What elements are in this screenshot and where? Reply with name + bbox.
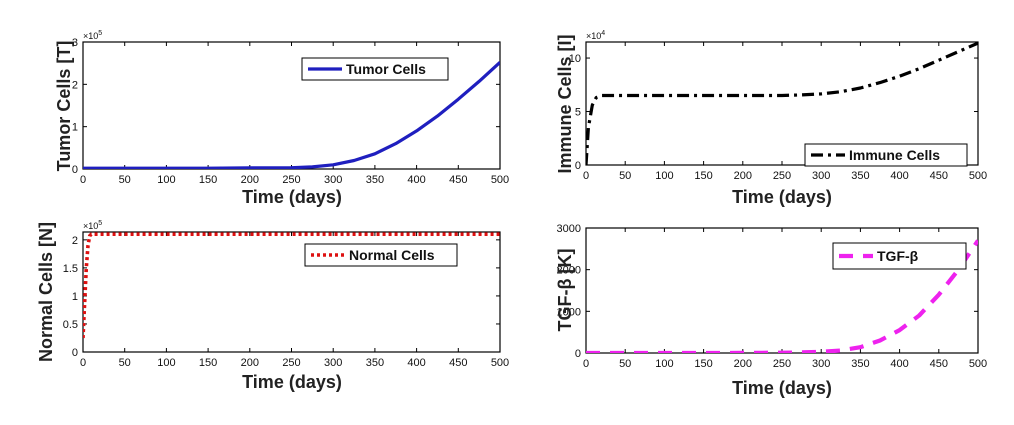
tgf-x-tick-label: 350 bbox=[851, 358, 869, 370]
immune-x-axis-label: Time (days) bbox=[732, 187, 832, 207]
panel-tumor: 0 50 100 150 200 250 300 350 400 450 500 0 1 2 3 ×105 Ti… bbox=[54, 30, 509, 207]
normal-x-tick-label: 500 bbox=[491, 357, 509, 369]
immune-series-line bbox=[586, 42, 978, 165]
normal-x-axis-label: Time (days) bbox=[242, 372, 342, 392]
immune-y-axis-label: Immune Cells [I] bbox=[555, 34, 575, 173]
immune-y-tick-label: 5 bbox=[575, 107, 581, 119]
tumor-x-tick-label: 50 bbox=[119, 174, 131, 186]
normal-series-line bbox=[83, 232, 500, 339]
immune-x-tick-label: 450 bbox=[930, 170, 948, 182]
immune-exponent-base: ×10 bbox=[586, 31, 601, 41]
tumor-exponent-label: ×105 bbox=[83, 30, 102, 41]
tumor-exponent-base: ×10 bbox=[83, 31, 98, 41]
immune-x-tick-label: 100 bbox=[655, 170, 673, 182]
normal-x-tick-label: 400 bbox=[407, 357, 425, 369]
immune-exponent-power: 4 bbox=[601, 30, 605, 37]
normal-x-tick-label: 250 bbox=[282, 357, 300, 369]
tgf-x-tick-label: 50 bbox=[619, 358, 631, 370]
panel-normal: 0 50 100 150 200 250 300 350 400 450 500 0 0.5 1 1.5 2 ×… bbox=[36, 220, 509, 392]
normal-x-tick-label: 200 bbox=[241, 357, 259, 369]
tgf-x-tick-label: 150 bbox=[694, 358, 712, 370]
normal-y-tick-label: 0 bbox=[72, 347, 78, 359]
immune-x-tick-label: 500 bbox=[969, 170, 987, 182]
tgf-y-tick-label: 0 bbox=[575, 348, 581, 360]
immune-legend: Immune Cells bbox=[804, 143, 968, 167]
normal-legend: Normal Cells bbox=[304, 243, 458, 267]
immune-y-tick-label: 0 bbox=[575, 160, 581, 172]
normal-x-tick-label: 50 bbox=[119, 357, 131, 369]
tumor-x-tick-label: 300 bbox=[324, 174, 342, 186]
tgf-legend: TGF-β bbox=[832, 242, 967, 270]
normal-x-tick-label: 450 bbox=[449, 357, 467, 369]
immune-x-tick-label: 50 bbox=[619, 170, 631, 182]
normal-x-tick-label: 350 bbox=[366, 357, 384, 369]
tgf-x-tick-label: 100 bbox=[655, 358, 673, 370]
tumor-y-tick-label: 0 bbox=[72, 164, 78, 176]
normal-x-tick-label: 0 bbox=[80, 357, 86, 369]
tumor-legend: Tumor Cells bbox=[301, 57, 449, 81]
tumor-exponent-power: 5 bbox=[98, 30, 102, 37]
tgf-legend-box bbox=[832, 242, 967, 270]
tgf-x-tick-label: 200 bbox=[734, 358, 752, 370]
immune-legend-box bbox=[804, 143, 968, 167]
immune-exponent-label: ×104 bbox=[586, 30, 605, 41]
tgf-x-tick-label: 250 bbox=[773, 358, 791, 370]
tumor-legend-box bbox=[301, 57, 449, 81]
tumor-x-tick-label: 100 bbox=[157, 174, 175, 186]
normal-legend-label: Normal Cells bbox=[349, 247, 435, 263]
tgf-y-tick-label: 3000 bbox=[557, 223, 581, 235]
tumor-legend-label: Tumor Cells bbox=[346, 61, 426, 77]
tumor-x-tick-label: 150 bbox=[199, 174, 217, 186]
tgf-y-axis-label: TGF-β [K] bbox=[555, 249, 575, 332]
tgf-y-tick-label: 1000 bbox=[557, 306, 581, 318]
normal-y-tick-label: 0.5 bbox=[63, 319, 78, 331]
tgf-x-tick-label: 300 bbox=[812, 358, 830, 370]
normal-x-tick-label: 150 bbox=[199, 357, 217, 369]
tumor-x-tick-label: 250 bbox=[282, 174, 300, 186]
tumor-x-tick-label: 500 bbox=[491, 174, 509, 186]
immune-x-tick-label: 300 bbox=[812, 170, 830, 182]
normal-x-tick-label: 300 bbox=[324, 357, 342, 369]
tumor-y-tick-label: 1 bbox=[72, 122, 78, 134]
tumor-series-line bbox=[83, 61, 500, 169]
panel-tgf: 0 50 100 150 200 250 300 350 400 450 500 0 1000 2000 3… bbox=[555, 223, 987, 398]
normal-exponent-base: ×10 bbox=[83, 221, 98, 231]
tumor-x-tick-label: 200 bbox=[241, 174, 259, 186]
immune-x-tick-label: 200 bbox=[734, 170, 752, 182]
immune-legend-label: Immune Cells bbox=[849, 147, 940, 163]
tgf-y-tick-label: 2000 bbox=[557, 265, 581, 277]
tumor-x-tick-label: 450 bbox=[449, 174, 467, 186]
tgf-legend-label: TGF-β bbox=[877, 248, 919, 264]
tumor-y-axis-label: Tumor Cells [T] bbox=[54, 41, 74, 172]
tgf-x-tick-label: 400 bbox=[890, 358, 908, 370]
tumor-y-tick-label: 2 bbox=[72, 79, 78, 91]
tgf-series-line bbox=[586, 239, 978, 353]
immune-x-tick-label: 150 bbox=[694, 170, 712, 182]
tgf-x-tick-label: 450 bbox=[930, 358, 948, 370]
immune-x-tick-label: 400 bbox=[890, 170, 908, 182]
immune-x-tick-label: 250 bbox=[773, 170, 791, 182]
tgf-x-tick-label: 500 bbox=[969, 358, 987, 370]
normal-exponent-label: ×105 bbox=[83, 220, 102, 231]
immune-y-tick-label: 10 bbox=[569, 53, 581, 65]
normal-y-tick-label: 1.5 bbox=[63, 263, 78, 275]
normal-y-tick-label: 2 bbox=[72, 235, 78, 247]
normal-x-tick-label: 100 bbox=[157, 357, 175, 369]
immune-x-tick-label: 350 bbox=[851, 170, 869, 182]
tgf-x-tick-label: 0 bbox=[583, 358, 589, 370]
tumor-x-tick-label: 350 bbox=[366, 174, 384, 186]
immune-x-tick-label: 0 bbox=[583, 170, 589, 182]
panel-immune: 0 50 100 150 200 250 300 350 400 450 500 0 5 10 ×104 Ti… bbox=[555, 30, 987, 207]
tumor-x-axis-label: Time (days) bbox=[242, 187, 342, 207]
tumor-x-tick-label: 0 bbox=[80, 174, 86, 186]
tgf-x-axis-label: Time (days) bbox=[732, 378, 832, 398]
normal-exponent-power: 5 bbox=[98, 220, 102, 227]
tumor-y-tick-label: 3 bbox=[72, 37, 78, 49]
tumor-x-tick-label: 400 bbox=[407, 174, 425, 186]
normal-legend-box bbox=[304, 243, 458, 267]
normal-y-axis-label: Normal Cells [N] bbox=[36, 222, 56, 362]
normal-y-tick-label: 1 bbox=[72, 291, 78, 303]
